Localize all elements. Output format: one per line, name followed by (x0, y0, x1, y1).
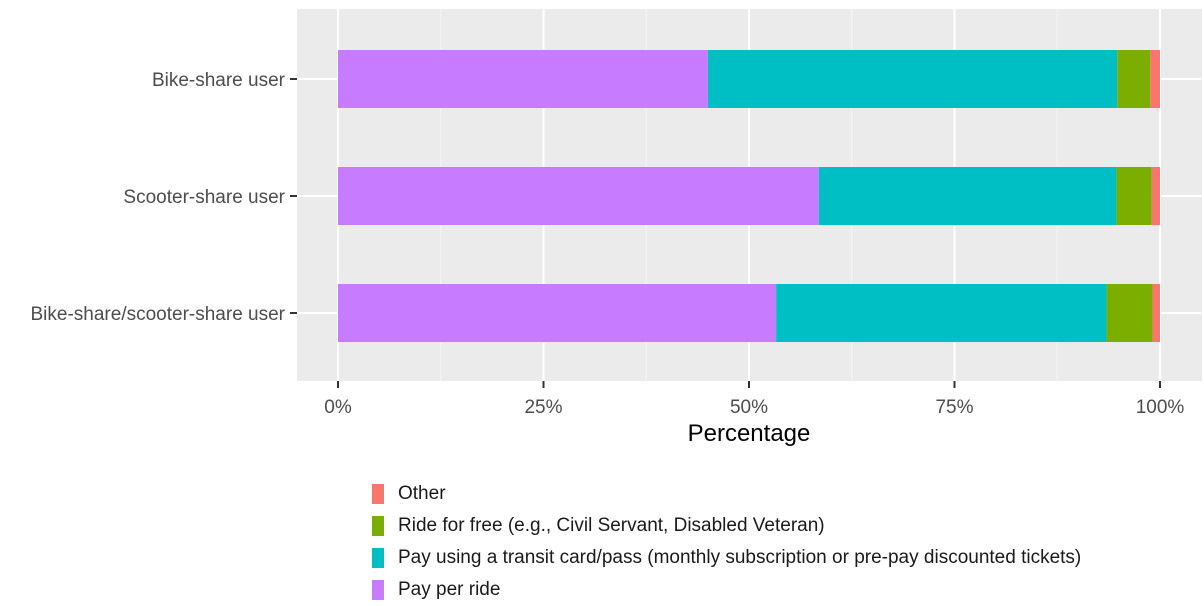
bar-segment (338, 167, 819, 225)
bar-segment (1117, 50, 1151, 108)
x-axis-title: Percentage (688, 420, 811, 447)
bar-segment (1116, 167, 1152, 225)
bar-segment (1151, 167, 1160, 225)
legend-color-key (372, 484, 384, 504)
x-tick-label: 25% (524, 397, 562, 418)
legend-label: Pay using a transit card/pass (monthly s… (398, 547, 1082, 568)
x-tick-label: 75% (935, 397, 973, 418)
legend-item: Other (372, 478, 1081, 510)
legend-color-key (372, 580, 384, 600)
bar-segment (338, 284, 777, 342)
bar-segment (776, 284, 1107, 342)
legend-label: Ride for free (e.g., Civil Servant, Disa… (398, 515, 825, 536)
bar-segment (1150, 50, 1160, 108)
legend-label: Other (398, 483, 446, 504)
legend-color-key (372, 516, 384, 536)
y-tick-label: Scooter-share user (123, 187, 285, 208)
legend-item: Pay per ride (372, 574, 1081, 606)
bar-segment (1106, 284, 1153, 342)
stacked-bar-chart: Bike-share user Scooter-share user Bike-sh… (31, 9, 1202, 447)
bar-segment (338, 50, 708, 108)
bar-segment (707, 50, 1118, 108)
x-tick-label: 0% (324, 397, 352, 418)
legend: Other Ride for free (e.g., Civil Servant,… (372, 478, 1081, 606)
y-tick-label: Bike-share user (152, 70, 286, 91)
legend-item: Pay using a transit card/pass (monthly s… (372, 542, 1081, 574)
legend-color-key (372, 548, 384, 568)
legend-label: Pay per ride (398, 579, 501, 600)
x-tick-label: 100% (1136, 397, 1185, 418)
y-tick-label: Bike-share/scooter-share user (31, 304, 286, 325)
bar-segment (1152, 284, 1160, 342)
legend-item: Ride for free (e.g., Civil Servant, Disa… (372, 510, 1081, 542)
bar-segment (818, 167, 1117, 225)
x-tick-label: 50% (730, 397, 768, 418)
